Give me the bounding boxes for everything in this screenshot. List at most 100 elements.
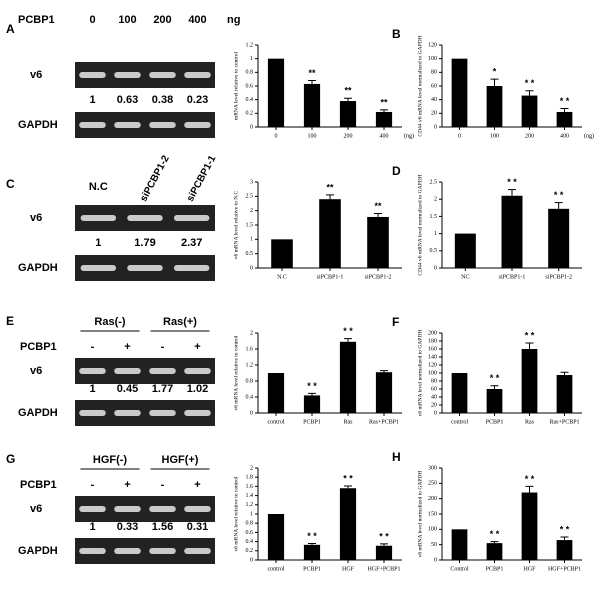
lane-label: siPCBP1-2 [138, 153, 172, 203]
gel-band [114, 72, 141, 78]
error-bar [380, 370, 388, 373]
gel-band [173, 215, 210, 221]
bar [486, 389, 503, 413]
bar [339, 488, 357, 560]
lane-label: 0 [89, 14, 95, 26]
y-tick-label: 180 [428, 338, 437, 344]
significance-label: * * [525, 78, 535, 88]
y-axis-label: v6 mRNA level normalized to GAPDH [417, 330, 423, 417]
significance-label: * * [525, 474, 535, 484]
gel-band [149, 122, 176, 128]
row-label: GAPDH [18, 119, 58, 131]
lane-label: + [124, 341, 130, 353]
significance-label: * * [343, 326, 353, 336]
y-tick-label: 1 [250, 511, 253, 517]
gel-band [184, 506, 211, 512]
x-axis-unit: (ng) [584, 132, 594, 139]
x-tick-label: Control [450, 566, 469, 572]
error-bar [344, 97, 352, 102]
y-tick-label: 0.4 [246, 539, 254, 545]
y-tick-label: 40 [431, 394, 437, 400]
y-tick-label: 140 [428, 354, 437, 360]
bar [486, 543, 503, 560]
lane-unit: ng [227, 14, 240, 26]
x-tick-label: PCBP1 [303, 566, 321, 572]
panel-letter: H [392, 450, 401, 464]
bar [375, 111, 393, 127]
gel-band [80, 265, 117, 271]
error-bar [560, 536, 569, 541]
bar [339, 101, 357, 127]
x-tick-label: Ras [525, 419, 535, 425]
y-tick-label: 1.2 [246, 502, 254, 508]
bar [303, 544, 321, 560]
quant-label: 1 [89, 383, 95, 395]
bar [339, 341, 357, 413]
row-label: GAPDH [18, 545, 58, 557]
bar [454, 233, 476, 268]
bar [521, 95, 538, 127]
significance-label: ** [380, 97, 388, 107]
y-tick-label: 0.8 [246, 521, 254, 527]
group-label: HGF(+) [162, 454, 199, 466]
error-bar [560, 371, 569, 375]
significance-label: * * [307, 531, 317, 541]
row-label: v6 [30, 503, 42, 515]
quant-label: 0.23 [187, 94, 208, 106]
error-bar [490, 541, 499, 544]
x-tick-label: PCBP1 [303, 419, 321, 425]
y-tick-label: 80 [431, 70, 437, 76]
gel-band [149, 548, 176, 554]
y-tick-label: 250 [428, 481, 437, 487]
y-tick-label: 1.8 [246, 475, 254, 481]
error-bar [490, 385, 499, 389]
group-label: HGF(-) [93, 454, 128, 466]
error-bar [344, 338, 352, 342]
gel-band [184, 410, 211, 416]
gel-band [79, 368, 106, 374]
y-tick-label: 1.6 [246, 484, 254, 490]
y-axis-label: CD44 v6 mRNA level normalized to GAPDH [417, 174, 423, 275]
bar [367, 216, 389, 268]
lane-label: - [161, 479, 165, 491]
significance-label: * * [507, 177, 517, 187]
y-tick-label: 200 [428, 496, 437, 502]
bar [451, 58, 468, 127]
y-tick-label: 1.5 [430, 214, 438, 220]
gel-band [114, 548, 141, 554]
significance-label: * * [554, 190, 564, 200]
gel-band [114, 410, 141, 416]
y-axis-label: mRNA level relative to control [233, 51, 239, 120]
panel-letter: G [6, 452, 15, 466]
significance-label: ** [308, 68, 316, 78]
y-tick-label: 0.4 [246, 394, 254, 400]
bar [271, 239, 293, 268]
bar [521, 492, 538, 560]
quant-label: 1.79 [134, 237, 155, 249]
gel-band [184, 122, 211, 128]
y-tick-label: 1.6 [246, 346, 254, 352]
y-tick-label: 0 [250, 124, 253, 130]
x-tick-label: HGF+PCBP1 [548, 566, 581, 572]
lane-label: - [161, 341, 165, 353]
significance-label: * * [560, 96, 570, 106]
y-axis-label: v6 mRNA level relative to N.C [233, 190, 239, 259]
quant-label: 1 [95, 237, 101, 249]
y-tick-label: 1.2 [246, 362, 254, 368]
y-axis-label: v6 mRNA level relative to control [233, 476, 239, 551]
gel-band [173, 265, 210, 271]
group-label: Ras(-) [94, 316, 126, 328]
quant-label: 0.45 [117, 383, 138, 395]
x-tick-label: 0 [275, 133, 278, 139]
y-tick-label: 0.8 [246, 70, 254, 76]
panel-letter: A [6, 22, 15, 36]
bar [375, 372, 393, 413]
quant-label: 1 [89, 521, 95, 533]
significance-label: * * [560, 524, 570, 534]
lane-label: siPCBP1-1 [185, 153, 219, 203]
quant-label: 0.31 [187, 521, 208, 533]
x-tick-label: siPCBP1-1 [499, 274, 526, 280]
y-tick-label: 150 [428, 511, 437, 517]
y-tick-label: 200 [428, 330, 437, 336]
